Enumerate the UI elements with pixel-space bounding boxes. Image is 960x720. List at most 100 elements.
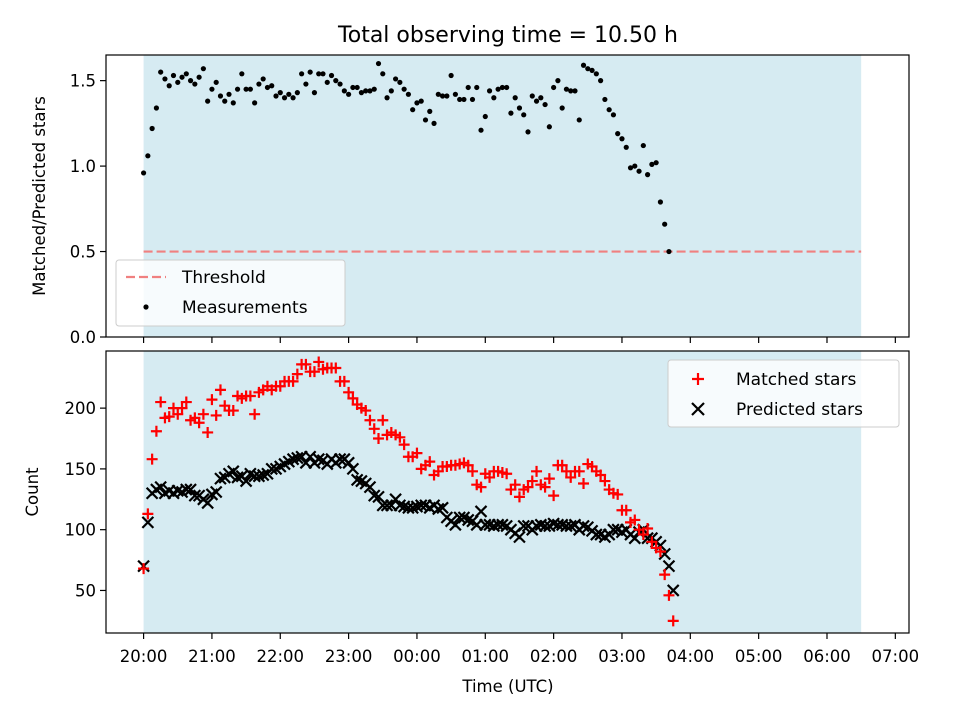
predicted-point — [188, 489, 202, 502]
matched-point — [578, 477, 590, 489]
measurement-point — [439, 93, 446, 99]
measurement-point — [465, 84, 471, 91]
matched-legend-swatch — [692, 373, 704, 385]
measurement-point — [346, 91, 352, 97]
measurement-point — [461, 96, 467, 103]
measurement-point — [375, 60, 382, 67]
measurement-point — [657, 199, 664, 205]
measurement-point — [478, 127, 484, 133]
ratio-legend-box — [115, 259, 346, 327]
measurement-point — [316, 71, 322, 77]
matched-point — [667, 615, 679, 627]
matched-point — [663, 589, 675, 601]
predicted-point — [154, 480, 167, 494]
measurements-legend-label: Measurements — [182, 298, 308, 318]
measurement-point — [538, 95, 544, 101]
predicted-point — [312, 452, 325, 466]
measurement-point — [610, 112, 617, 118]
predicted-point — [141, 516, 155, 529]
measurement-point — [200, 66, 206, 72]
predicted-point — [201, 496, 214, 510]
matched-point — [142, 508, 154, 520]
matched-point — [227, 405, 239, 417]
measurement-point — [542, 101, 548, 108]
measurement-point — [358, 90, 365, 96]
matched-point — [526, 475, 538, 487]
y-tick-label: 1.0 — [70, 157, 96, 176]
matched-point — [411, 447, 423, 459]
y-tick-label: 0.5 — [70, 243, 96, 262]
x-tick-label: 01:00 — [462, 647, 510, 666]
y-tick-label: 0.0 — [70, 328, 96, 347]
matched-point — [637, 529, 649, 541]
measurement-point — [320, 71, 326, 77]
measurement-point — [401, 86, 407, 92]
predicted-legend-swatch — [691, 402, 705, 416]
measurement-point — [213, 79, 219, 85]
matched-point — [501, 468, 513, 480]
measurement-point — [299, 71, 305, 77]
measurement-point — [303, 81, 309, 87]
measurement-point — [397, 79, 403, 85]
predicted-point — [461, 513, 475, 527]
matched-point — [155, 396, 167, 408]
count-y-ticks: 50 100 150 200 — [65, 399, 106, 600]
x-tick-label: 21:00 — [188, 647, 236, 666]
matched-point — [646, 536, 658, 548]
measurement-point — [247, 86, 253, 92]
measurement-point — [307, 69, 313, 75]
predicted-point — [436, 501, 449, 515]
matched-point — [509, 479, 521, 491]
measurements-legend-swatch — [143, 304, 149, 310]
measurement-point — [341, 88, 347, 94]
y-tick-label: 100 — [65, 521, 97, 540]
measurement-point — [546, 124, 552, 130]
measurement-point — [367, 88, 373, 94]
measurement-point — [525, 129, 531, 135]
predicted-points — [137, 450, 680, 597]
matched-legend-label: Matched stars — [736, 370, 856, 390]
matched-point — [654, 546, 666, 558]
count-legend-box — [667, 359, 900, 428]
measurement-point — [615, 131, 621, 137]
ratio-plot-frame — [105, 54, 910, 338]
matched-point — [629, 514, 641, 526]
matched-point — [244, 390, 256, 402]
measurement-point — [354, 84, 360, 91]
measurement-point — [239, 71, 245, 77]
y-tick-label: 150 — [65, 460, 97, 479]
matched-point — [398, 439, 410, 451]
chart-title: Total observing time = 10.50 h — [337, 23, 678, 48]
measurement-point — [508, 110, 514, 116]
measurement-point — [452, 91, 458, 97]
measurement-point — [260, 76, 266, 82]
matched-point — [180, 396, 192, 408]
measurement-point — [187, 78, 194, 84]
matched-point — [197, 408, 209, 420]
predicted-point — [231, 471, 244, 484]
matched-point — [343, 386, 355, 398]
measurement-point — [623, 144, 629, 150]
measurement-point — [662, 221, 668, 227]
measurement-point — [516, 105, 523, 111]
measurement-point — [337, 81, 343, 87]
measurement-point — [448, 72, 454, 79]
predicted-point — [346, 462, 360, 476]
matched-point — [424, 456, 436, 468]
measurement-point — [529, 93, 535, 99]
matched-point — [210, 409, 222, 421]
measurement-point — [234, 86, 241, 92]
matched-point — [539, 481, 551, 493]
measurement-point — [294, 90, 300, 96]
matched-point — [330, 362, 342, 374]
measurement-point — [256, 81, 262, 87]
predicted-legend-label: Predicted stars — [736, 400, 863, 420]
measurement-point — [580, 62, 587, 68]
measurement-point — [196, 74, 202, 80]
measurement-point — [179, 74, 185, 80]
matched-point — [150, 425, 162, 437]
predicted-point — [256, 468, 270, 482]
measurement-point — [585, 66, 591, 72]
x-tick-label: 05:00 — [735, 647, 783, 666]
y-tick-label: 50 — [75, 581, 96, 600]
